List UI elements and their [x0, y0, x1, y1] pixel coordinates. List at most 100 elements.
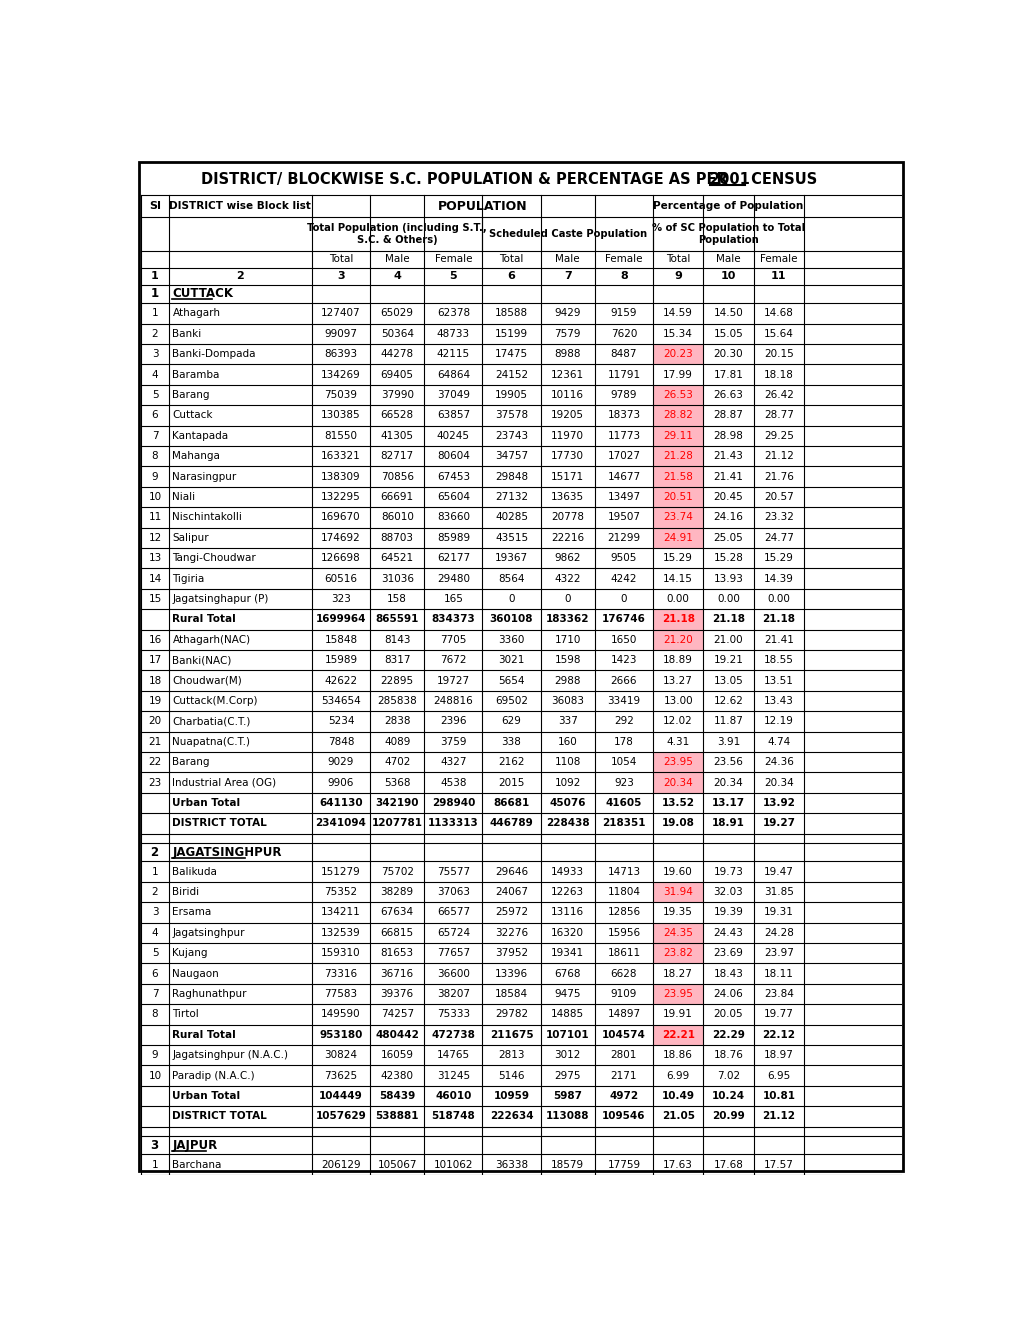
Text: 22895: 22895: [380, 676, 414, 685]
Text: 0: 0: [507, 594, 515, 605]
Text: 29782: 29782: [494, 1010, 528, 1019]
Text: 33419: 33419: [606, 696, 640, 706]
Text: 285838: 285838: [377, 696, 417, 706]
Text: 6768: 6768: [554, 969, 581, 978]
Text: 37063: 37063: [436, 887, 470, 898]
Text: 534654: 534654: [321, 696, 361, 706]
Text: 1699964: 1699964: [316, 614, 366, 624]
Text: 19.39: 19.39: [713, 907, 743, 917]
Text: 13.51: 13.51: [763, 676, 793, 685]
Text: 18.91: 18.91: [711, 818, 744, 829]
Text: 20.51: 20.51: [662, 492, 692, 502]
Text: 14.68: 14.68: [763, 309, 793, 318]
Text: 9862: 9862: [554, 553, 581, 564]
Text: 4: 4: [152, 370, 158, 380]
Text: 7: 7: [152, 430, 158, 441]
Text: 85989: 85989: [436, 533, 470, 543]
Text: DISTRICT wise Block list: DISTRICT wise Block list: [169, 201, 311, 211]
Text: 21.18: 21.18: [711, 614, 744, 624]
Text: JAJPUR: JAJPUR: [172, 1139, 217, 1151]
Text: 38289: 38289: [380, 887, 414, 898]
Text: 5146: 5146: [497, 1071, 524, 1081]
Text: Scheduled Caste Population: Scheduled Caste Population: [488, 228, 646, 239]
Text: 66815: 66815: [380, 928, 414, 937]
Text: 132295: 132295: [321, 492, 361, 502]
Text: 15171: 15171: [550, 471, 584, 482]
Text: 0.00: 0.00: [716, 594, 739, 605]
Text: 2988: 2988: [554, 676, 581, 685]
Text: 15.05: 15.05: [713, 329, 743, 339]
Text: 20.34: 20.34: [763, 777, 793, 788]
Text: 42380: 42380: [380, 1071, 414, 1081]
Text: 37990: 37990: [380, 389, 414, 400]
Text: 21.43: 21.43: [713, 451, 743, 461]
Text: 1: 1: [151, 288, 159, 301]
Text: Tangi-Choudwar: Tangi-Choudwar: [172, 553, 256, 564]
Text: 58439: 58439: [379, 1092, 415, 1101]
Text: 34757: 34757: [494, 451, 528, 461]
Text: 20.23: 20.23: [662, 350, 692, 359]
Text: 21.00: 21.00: [713, 635, 743, 645]
Text: 19.31: 19.31: [763, 907, 793, 917]
Text: 17.63: 17.63: [662, 1159, 692, 1170]
Text: 24.36: 24.36: [763, 758, 793, 767]
Text: CUTTACK: CUTTACK: [172, 288, 233, 301]
Text: 472738: 472738: [431, 1030, 475, 1040]
Text: Bari: Bari: [172, 1180, 194, 1191]
Text: 1: 1: [152, 867, 158, 876]
Text: 7672: 7672: [440, 655, 466, 665]
Text: 29.11: 29.11: [662, 430, 692, 441]
Text: Charbatia(C.T.): Charbatia(C.T.): [172, 717, 251, 726]
Bar: [652, 882, 703, 903]
Text: 21.76: 21.76: [763, 471, 793, 482]
Text: 3759: 3759: [440, 737, 466, 747]
Text: 32276: 32276: [494, 928, 528, 937]
Text: 17.68: 17.68: [713, 1159, 743, 1170]
Text: 31.94: 31.94: [662, 887, 692, 898]
Text: Kantapada: Kantapada: [172, 430, 228, 441]
Text: 10: 10: [149, 1071, 161, 1081]
Text: 9505: 9505: [610, 553, 637, 564]
Text: 39376: 39376: [380, 989, 414, 999]
Text: 7: 7: [152, 989, 158, 999]
Text: 86681: 86681: [493, 799, 529, 808]
Text: 10.81: 10.81: [761, 1092, 795, 1101]
Text: 21: 21: [148, 737, 161, 747]
Text: 4972: 4972: [608, 1092, 638, 1101]
Text: 19.27: 19.27: [761, 818, 795, 829]
Text: 0.00: 0.00: [766, 594, 790, 605]
Text: 9: 9: [674, 271, 682, 281]
Text: Female: Female: [759, 255, 797, 264]
Text: 1092: 1092: [554, 777, 580, 788]
Text: 12.02: 12.02: [662, 717, 692, 726]
Text: 7.02: 7.02: [716, 1071, 740, 1081]
Text: Female: Female: [434, 255, 472, 264]
Text: 8988: 8988: [554, 350, 581, 359]
Text: 19.08: 19.08: [661, 818, 694, 829]
Text: 4.74: 4.74: [766, 737, 790, 747]
Text: 16: 16: [148, 635, 161, 645]
Text: 9: 9: [152, 471, 158, 482]
Text: 14713: 14713: [606, 867, 640, 876]
Text: 360108: 360108: [489, 614, 533, 624]
Text: 3021: 3021: [498, 655, 524, 665]
Text: 31245: 31245: [436, 1071, 470, 1081]
Text: Banki(NAC): Banki(NAC): [172, 655, 231, 665]
Text: 13: 13: [148, 553, 161, 564]
Text: Banki-Dompada: Banki-Dompada: [172, 350, 256, 359]
Text: 1108: 1108: [554, 758, 580, 767]
Text: 11: 11: [770, 271, 786, 281]
Text: 176746: 176746: [601, 614, 645, 624]
Text: 169670: 169670: [321, 512, 361, 523]
Text: 23.74: 23.74: [662, 512, 692, 523]
Text: 50364: 50364: [380, 329, 414, 339]
Text: 65604: 65604: [436, 492, 470, 502]
Bar: [652, 425, 703, 446]
Text: 18.55: 18.55: [763, 655, 793, 665]
Text: 22: 22: [148, 758, 161, 767]
Text: 19727: 19727: [436, 676, 470, 685]
Text: 18373: 18373: [606, 411, 640, 420]
Text: 23.97: 23.97: [763, 948, 793, 958]
Text: 18.18: 18.18: [763, 370, 793, 380]
Text: 2: 2: [152, 1180, 158, 1191]
